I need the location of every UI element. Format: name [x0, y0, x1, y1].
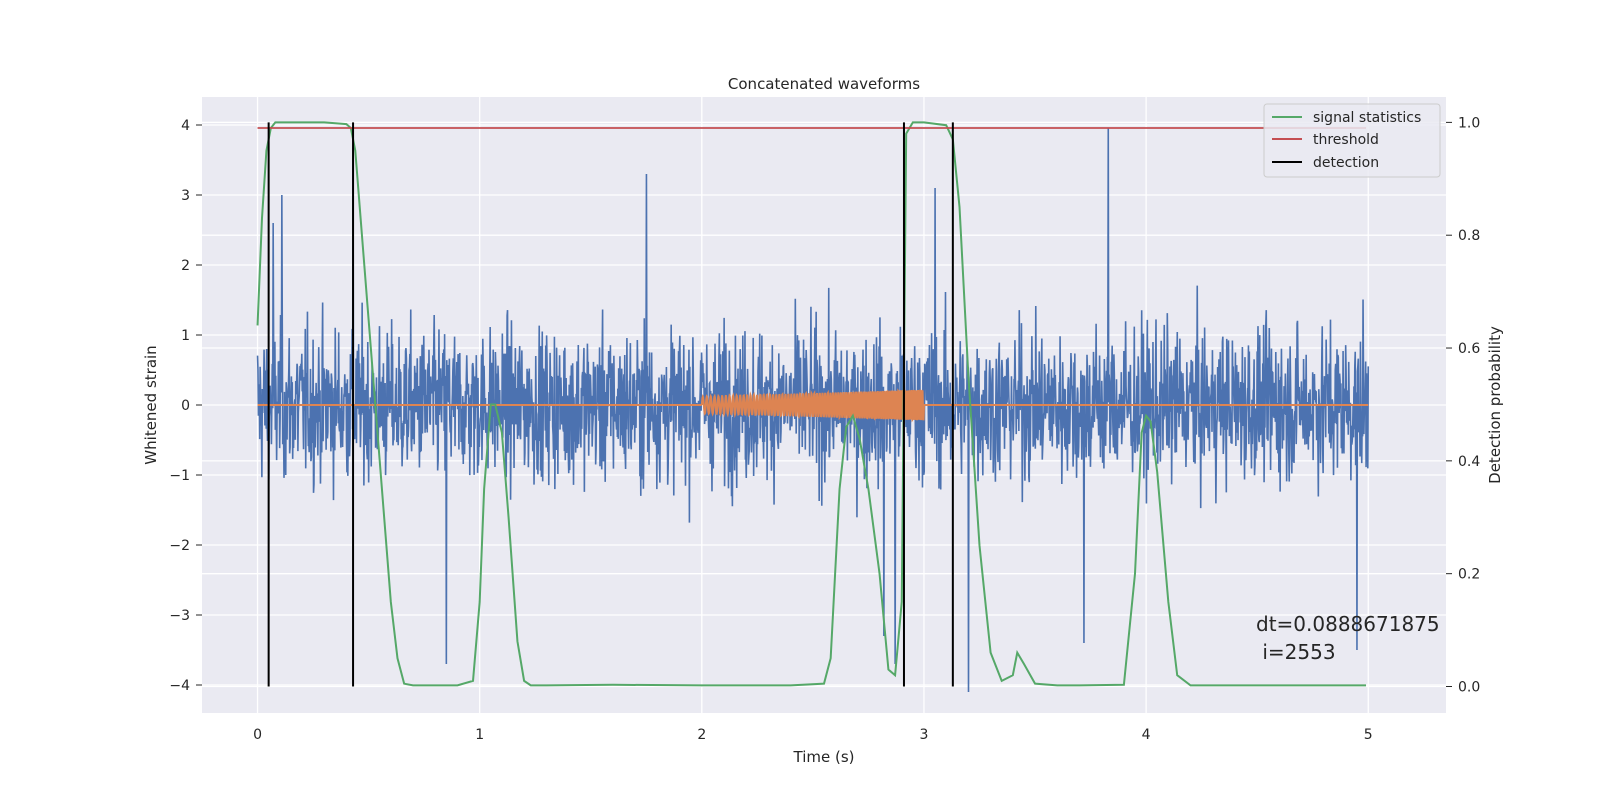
- waveform-line: [257, 387, 1369, 423]
- signal-statistics-line: [256, 121, 1367, 687]
- y-tick-label: −2: [169, 538, 190, 554]
- y-tick-label: 2: [181, 258, 190, 274]
- annotation-line-dt: dt=0.0888671875: [1256, 612, 1440, 636]
- annotation-line-i: i=2553: [1256, 640, 1336, 664]
- annotation: dt=0.0888671875 i=2553: [1256, 612, 1440, 664]
- x-tick-label: 4: [1142, 727, 1151, 743]
- y-right-tick-label: 0.4: [1458, 454, 1480, 470]
- y-right-tick-label: 0.2: [1458, 567, 1480, 583]
- y-axis-label: Whitened strain: [142, 345, 160, 464]
- legend-label-threshold: threshold: [1313, 132, 1379, 148]
- y-tick-label: −3: [169, 608, 190, 624]
- y-tick-label: 3: [181, 188, 190, 204]
- y-tick-label: 4: [181, 118, 190, 134]
- x-axis-label: Time (s): [793, 748, 855, 766]
- y-axis-label-right: Detection probability: [1486, 326, 1504, 484]
- x-tick-label: 0: [253, 727, 262, 743]
- y-tick-label: 1: [181, 328, 190, 344]
- y-tick-label: −4: [169, 678, 190, 694]
- legend-box: [1263, 103, 1441, 178]
- legend-label-signal-statistics: signal statistics: [1313, 110, 1421, 126]
- legend: signal statistics threshold detection: [1263, 103, 1441, 178]
- y-right-tick-label: 1.0: [1458, 115, 1480, 131]
- ticks: 0 1 2 3 4 5 −4 −3 −2 −1 0 1 2 3 4 0.0 0.2 0.4 0.6 0.8 1.0: [169, 115, 1480, 743]
- x-tick-label: 3: [920, 727, 929, 743]
- y-right-tick-label: 0.6: [1458, 341, 1480, 357]
- signal-statistics-series: [256, 121, 1367, 687]
- waveform-series: [257, 387, 1369, 423]
- legend-label-detection: detection: [1313, 155, 1379, 171]
- x-tick-label: 1: [475, 727, 484, 743]
- strain-line: [256, 128, 1370, 693]
- x-tick-label: 5: [1364, 727, 1373, 743]
- detection-series: [267, 122, 954, 687]
- chart-title: Concatenated waveforms: [728, 75, 920, 93]
- y-tick-label: −1: [169, 468, 190, 484]
- y-right-tick-label: 0.8: [1458, 228, 1480, 244]
- y-right-tick-label: 0.0: [1458, 679, 1480, 695]
- x-tick-label: 2: [697, 727, 706, 743]
- strain-series: [256, 128, 1370, 693]
- y-tick-label: 0: [181, 398, 190, 414]
